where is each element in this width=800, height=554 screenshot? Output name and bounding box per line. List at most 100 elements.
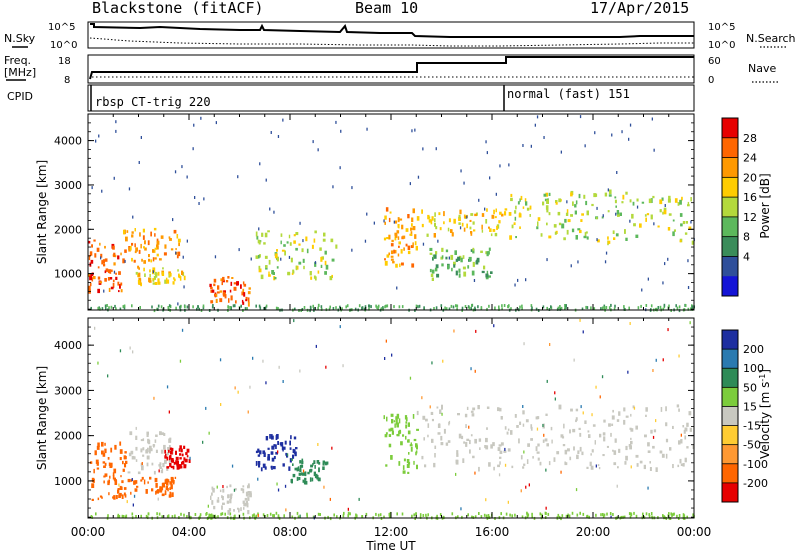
range-gate-cell	[504, 208, 508, 211]
noise-cell	[534, 123, 536, 127]
ground-scatter-cell	[565, 514, 568, 518]
range-gate-cell	[286, 241, 289, 244]
range-gate-cell	[507, 428, 510, 431]
range-gate-cell	[645, 217, 647, 222]
summary-panel: N.Sky 10^5 10^0 10^5 10^0 N.Search	[4, 21, 796, 51]
range-gate-cell	[555, 200, 558, 203]
noise-cell	[662, 281, 664, 285]
ground-scatter-cell	[139, 306, 141, 309]
noise-cell	[455, 472, 457, 476]
range-gate-cell	[388, 252, 390, 256]
ground-scatter-cell	[503, 304, 506, 307]
ground-scatter-cell	[347, 514, 349, 518]
range-gate-cell	[293, 240, 296, 244]
range-gate-cell	[390, 455, 393, 460]
beam-title: Beam 10	[355, 0, 418, 17]
range-gate-cell	[564, 218, 567, 223]
ground-scatter-cell	[565, 304, 567, 308]
ground-scatter-cell	[521, 304, 523, 308]
noise-cell	[174, 170, 177, 174]
range-gate-cell	[385, 207, 389, 212]
range-gate-cell	[472, 455, 475, 459]
range-gate-cell	[441, 405, 443, 410]
noise-cell	[302, 239, 304, 243]
range-gate-cell	[300, 464, 304, 468]
range-gate-cell	[221, 281, 223, 286]
ground-scatter-cell	[294, 307, 296, 311]
colorbar-swatch	[722, 406, 738, 427]
range-gate-cell	[255, 255, 259, 259]
range-gate-cell	[388, 234, 391, 240]
range-gate-cell	[119, 449, 123, 454]
range-gate-cell	[134, 488, 138, 492]
range-gate-cell	[486, 427, 488, 430]
range-gate-cell	[184, 458, 188, 463]
range-gate-cell	[292, 270, 295, 274]
ground-scatter-cell	[643, 515, 646, 519]
range-gate-cell	[242, 301, 245, 305]
range-gate-cell	[157, 278, 160, 283]
range-gate-cell	[268, 274, 271, 277]
ground-scatter-cell	[545, 512, 547, 515]
range-gate-cell	[668, 213, 672, 216]
range-gate-cell	[143, 479, 146, 485]
range-gate-cell	[691, 240, 694, 245]
range-gate-cell	[432, 254, 435, 259]
ground-scatter-cell	[335, 306, 337, 310]
range-gate-cell	[267, 230, 270, 233]
range-gate-cell	[466, 438, 470, 441]
range-gate-cell	[99, 281, 103, 284]
ground-scatter-cell	[657, 306, 660, 309]
range-gate-cell	[163, 252, 167, 256]
range-gate-cell	[282, 463, 285, 467]
noise-cell	[113, 176, 115, 180]
range-gate-cell	[170, 465, 173, 469]
ground-scatter-cell	[320, 307, 323, 311]
noise-cell	[182, 255, 184, 259]
range-gate-cell	[293, 436, 297, 440]
ground-scatter-cell	[227, 305, 230, 309]
range-gate-cell	[393, 249, 395, 254]
range-gate-cell	[288, 466, 291, 471]
colorbar-tick-label: 100	[743, 362, 764, 375]
range-gate-cell	[103, 264, 106, 267]
ground-scatter-cell	[603, 306, 606, 310]
range-gate-cell	[104, 442, 106, 446]
range-gate-cell	[175, 456, 179, 461]
noise-cell	[601, 375, 604, 379]
range-gate-cell	[257, 448, 260, 453]
noise-cell	[262, 359, 264, 363]
range-gate-cell	[453, 264, 456, 268]
ground-scatter-cell	[602, 514, 605, 518]
range-gate-cell	[295, 447, 298, 450]
colorbar-tick-label: 20	[743, 171, 757, 184]
range-gate-cell	[495, 208, 497, 213]
range-gate-cell	[150, 448, 153, 452]
ground-scatter-cell	[244, 307, 247, 311]
range-gate-cell	[241, 291, 244, 296]
range-gate-cell	[456, 450, 459, 454]
cpid-frame	[87, 84, 695, 112]
noise-cell	[484, 207, 486, 211]
noise-cell	[486, 151, 488, 155]
colorbar-tick-label: 4	[743, 250, 750, 263]
range-gate-cell	[164, 449, 166, 454]
range-gate-cell	[431, 418, 434, 422]
range-gate-cell	[181, 460, 185, 465]
range-gate-cell	[669, 447, 672, 451]
time-tick-label: 00:00	[677, 525, 712, 539]
range-gate-cell	[258, 268, 262, 273]
range-gate-cell	[430, 273, 434, 277]
range-gate-cell	[276, 257, 279, 262]
range-gate-cell	[553, 457, 556, 462]
ground-scatter-cell	[413, 513, 415, 517]
range-gate-cell	[471, 270, 475, 276]
range-gate-cell	[567, 219, 571, 223]
range-gate-cell	[659, 199, 663, 205]
range-gate-cell	[316, 460, 320, 464]
noise-cell	[554, 391, 556, 395]
ground-scatter-cell	[451, 512, 454, 516]
noise-cell	[629, 123, 632, 127]
range-gate-cell	[114, 479, 117, 482]
range-gate-cell	[118, 290, 120, 293]
